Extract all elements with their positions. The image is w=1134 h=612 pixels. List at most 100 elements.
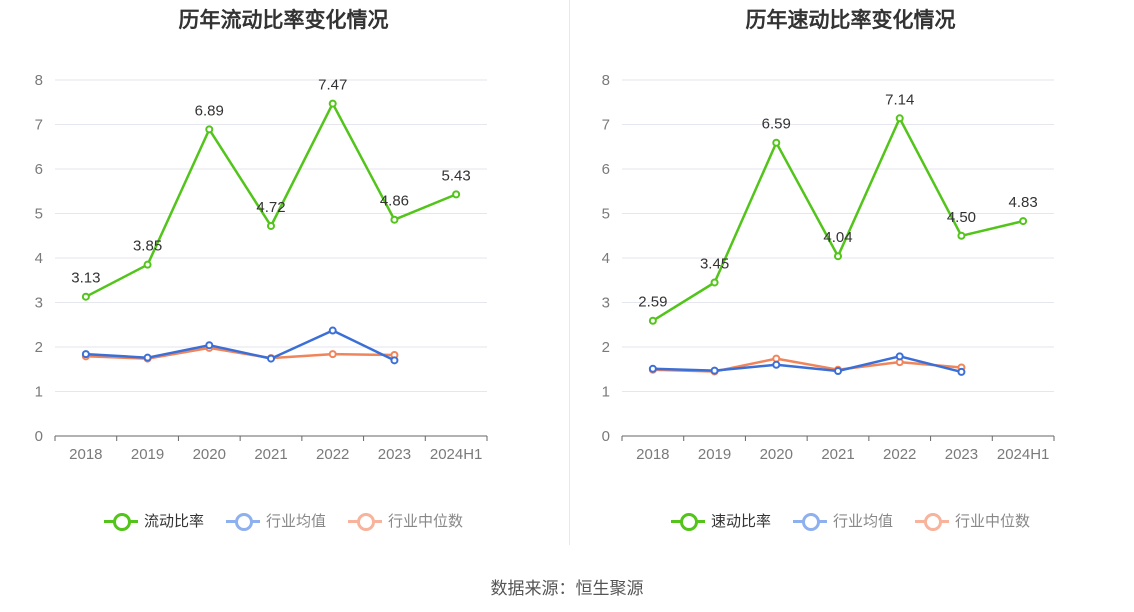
data-label: 4.83 (1009, 194, 1038, 211)
data-point (143, 353, 152, 362)
data-label: 3.45 (700, 255, 729, 272)
chart-title: 历年速动比率变化情况 (745, 9, 956, 32)
data-point (452, 190, 461, 199)
data-point (834, 252, 842, 261)
legend-label: 速动比率 (710, 513, 771, 530)
legend-label: 行业均值 (265, 513, 326, 530)
data-point (328, 326, 337, 335)
x-tick-label: 2021 (821, 446, 854, 463)
y-tick-label: 5 (35, 206, 43, 223)
quick-ratio-panel: 历年速动比率变化情况 0 1 2 3 4 5 6 7 8 2018 2019 2020 2021 2022… (567, 0, 1134, 545)
data-point (328, 350, 337, 359)
legend-item-current-ratio[interactable]: 流动比率 (103, 510, 204, 531)
data-point (710, 278, 719, 287)
x-tick-label: 2022 (883, 446, 916, 463)
legend-label: 行业中位数 (955, 513, 1031, 530)
data-point (772, 360, 781, 369)
legend-item-industry-average[interactable]: 行业均值 (225, 510, 326, 531)
y-tick-label: 1 (602, 384, 610, 401)
x-tick-label: 2024H1 (997, 446, 1050, 463)
x-tick-label: 2023 (945, 446, 978, 463)
legend-label: 流动比率 (143, 513, 204, 530)
legend-orange-circle-icon (348, 512, 382, 531)
legend-green-circle-icon (670, 512, 705, 531)
legend-label: 行业中位数 (388, 513, 464, 530)
y-tick-label: 8 (602, 72, 610, 89)
data-point (143, 260, 152, 269)
data-label: 4.04 (823, 229, 852, 246)
chart-legend: 流动比率 行业均值 行业中位数 (0, 510, 567, 531)
chart-title: 历年流动比率变化情况 (178, 9, 389, 32)
x-tick-label: 2018 (69, 446, 102, 463)
legend-green-circle-icon (103, 512, 138, 531)
y-tick-label: 2 (35, 339, 43, 356)
data-point (834, 367, 842, 376)
x-tick-label: 2022 (316, 446, 349, 463)
data-label: 7.14 (885, 91, 914, 108)
data-label: 4.72 (256, 199, 285, 216)
y-tick-label: 6 (35, 161, 43, 178)
y-tick-label: 2 (602, 339, 610, 356)
x-tick-label: 2019 (698, 446, 731, 463)
data-point (648, 316, 657, 325)
data-point (205, 341, 214, 350)
data-point (1019, 217, 1028, 226)
data-point (710, 366, 719, 375)
y-tick-label: 0 (35, 428, 43, 445)
data-point (81, 350, 90, 359)
data-label: 2.59 (638, 294, 667, 311)
data-point (328, 99, 337, 108)
y-tick-label: 8 (35, 72, 43, 89)
data-label: 7.47 (318, 77, 347, 94)
legend-blue-circle-icon (792, 512, 827, 531)
chart-legend: 速动比率 行业均值 行业中位数 (567, 510, 1134, 531)
legend-item-industry-median[interactable]: 行业中位数 (348, 510, 463, 531)
data-point (205, 125, 214, 134)
data-point (81, 292, 90, 301)
legend-item-quick-ratio[interactable]: 速动比率 (670, 510, 771, 531)
x-tick-label: 2018 (636, 446, 669, 463)
y-tick-label: 1 (35, 384, 43, 401)
data-point (267, 221, 275, 230)
x-tick-label: 2019 (131, 446, 164, 463)
data-label: 4.86 (380, 193, 409, 210)
legend-item-industry-median[interactable]: 行业中位数 (915, 510, 1030, 531)
data-point (895, 352, 904, 361)
series-line (652, 355, 962, 374)
data-point (772, 354, 781, 363)
y-tick-label: 7 (35, 117, 43, 134)
x-tick-label: 2024H1 (430, 446, 483, 463)
y-tick-label: 3 (35, 295, 43, 312)
data-label: 6.59 (762, 116, 791, 133)
y-tick-label: 0 (602, 428, 610, 445)
y-tick-label: 7 (602, 117, 610, 134)
x-tick-label: 2021 (254, 446, 287, 463)
data-point (390, 215, 399, 224)
y-tick-label: 3 (602, 295, 610, 312)
x-tick-label: 2023 (378, 446, 411, 463)
data-point (390, 356, 399, 365)
data-source-note: 数据来源：恒生聚源 (490, 579, 644, 598)
current-ratio-panel: 历年流动比率变化情况 0 1 2 3 4 5 6 7 8 2018 2019 2020 2021 2022… (0, 0, 567, 545)
y-tick-label: 4 (35, 250, 43, 267)
current-ratio-chart: 0 1 2 3 4 5 6 7 8 2018 2019 2020 2021 2022 2023 2024H1 3… (35, 72, 488, 463)
x-tick-label: 2020 (193, 446, 226, 463)
data-point (648, 364, 657, 373)
data-label: 4.50 (947, 209, 976, 226)
y-tick-label: 5 (602, 206, 610, 223)
legend-orange-circle-icon (915, 512, 949, 531)
data-point (895, 114, 904, 123)
legend-blue-circle-icon (225, 512, 260, 531)
x-tick-label: 2020 (760, 446, 793, 463)
quick-ratio-chart: 0 1 2 3 4 5 6 7 8 2018 2019 2020 2021 2022 2023 2024H1 2… (602, 72, 1055, 463)
legend-item-industry-average[interactable]: 行业均值 (792, 510, 893, 531)
legend-label: 行业均值 (832, 513, 893, 530)
data-point (957, 231, 966, 240)
y-tick-label: 6 (602, 161, 610, 178)
y-tick-label: 4 (602, 250, 610, 267)
data-point (957, 367, 966, 376)
data-label: 6.89 (195, 102, 224, 119)
data-label: 3.13 (71, 270, 100, 287)
data-label: 3.85 (133, 238, 162, 255)
data-point (267, 354, 275, 363)
